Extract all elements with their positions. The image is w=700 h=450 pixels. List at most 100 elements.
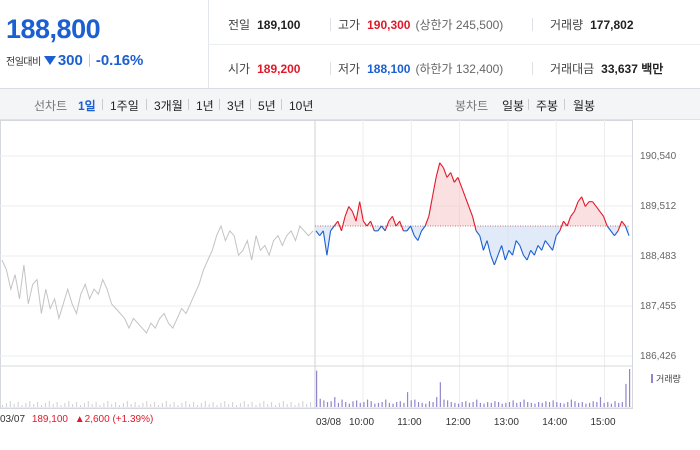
volume-bar xyxy=(494,401,496,407)
lower-limit: (하한가 132,400) xyxy=(415,62,504,76)
stat-label: 전일 xyxy=(228,18,251,32)
price-segment xyxy=(603,216,608,227)
area-fill xyxy=(548,226,553,251)
volume-bar xyxy=(388,402,390,407)
price-segment xyxy=(566,216,572,227)
price-segment xyxy=(537,245,543,251)
volume-bar xyxy=(366,399,369,407)
line-chart-label: 선차트 xyxy=(34,99,68,113)
price-segment xyxy=(319,230,324,237)
price-lines xyxy=(1,162,630,334)
volume-bar xyxy=(185,401,187,407)
volume-bar xyxy=(381,402,383,407)
volume-bar xyxy=(428,401,431,407)
area-fill xyxy=(465,196,469,227)
price-segment xyxy=(621,220,626,227)
divider xyxy=(102,99,103,110)
volume-bar xyxy=(9,401,11,407)
volume-bar xyxy=(41,405,42,407)
volume-bar xyxy=(68,401,70,407)
volume-bar xyxy=(348,403,350,407)
price-segment xyxy=(351,211,357,222)
price-segment xyxy=(523,254,528,261)
volume-bar xyxy=(610,403,613,407)
volume-bar xyxy=(247,404,249,407)
x-tick-label: 14:00 xyxy=(542,417,567,428)
volume-bar xyxy=(567,402,569,407)
volume-bar xyxy=(454,402,456,407)
volume-bar xyxy=(341,399,343,407)
volume-bar xyxy=(91,404,93,407)
period-tab-3m[interactable]: 3개월 xyxy=(154,99,183,113)
volume-bar xyxy=(450,402,452,407)
price-segment xyxy=(413,235,419,241)
area-fill xyxy=(574,201,579,227)
volume-bar xyxy=(33,404,35,407)
price-segment xyxy=(450,172,455,183)
candle-tab-weekly[interactable]: 주봉 xyxy=(536,99,559,113)
period-tab-10y[interactable]: 10년 xyxy=(289,99,314,113)
volume-bar xyxy=(115,402,117,407)
area-fill xyxy=(476,226,480,236)
price-segment xyxy=(399,220,404,232)
volume-bar xyxy=(228,404,230,407)
period-tab-3y[interactable]: 3년 xyxy=(227,99,245,113)
price-segment xyxy=(326,230,332,256)
volume-bar xyxy=(461,402,463,407)
divider xyxy=(250,99,251,110)
volume-bar xyxy=(359,402,361,407)
volume-bar xyxy=(126,401,128,407)
volume-bar xyxy=(259,403,261,407)
area-fill xyxy=(374,226,378,231)
volume-bar xyxy=(189,404,191,407)
period-tab-1d[interactable]: 1일 xyxy=(78,99,96,113)
price-segment xyxy=(464,196,470,207)
volume-bar xyxy=(298,403,300,407)
volume-bar xyxy=(585,403,587,407)
volume-bar xyxy=(417,402,420,407)
y-tick-label: 187,455 xyxy=(640,301,677,312)
price-segment xyxy=(595,206,601,212)
volume-bar xyxy=(282,401,284,407)
price-segment xyxy=(330,225,335,232)
price-segment xyxy=(461,186,466,198)
price-segment xyxy=(377,225,382,232)
volume-legend: 거래량 xyxy=(651,372,681,385)
price-segment xyxy=(333,220,339,227)
area-fill xyxy=(487,226,491,256)
area-fill xyxy=(494,226,498,265)
area-fill xyxy=(552,226,557,251)
candle-tab-monthly[interactable]: 월봉 xyxy=(573,99,596,113)
volume-bar xyxy=(556,402,558,407)
period-tab-5y[interactable]: 5년 xyxy=(258,99,276,113)
volume-bar xyxy=(629,369,631,407)
area-fill xyxy=(512,226,517,256)
volume-bar xyxy=(21,405,23,407)
volume-bar xyxy=(48,401,50,407)
price-segment xyxy=(370,220,375,232)
area-fill xyxy=(596,206,600,227)
volume-bar xyxy=(290,402,292,407)
price-segment xyxy=(570,211,575,217)
volume-bar xyxy=(83,403,85,407)
volume-bar xyxy=(111,404,113,407)
price-segment xyxy=(381,225,386,232)
volume-bar xyxy=(596,402,598,407)
period-tab-1w[interactable]: 1주일 xyxy=(110,99,139,113)
volume-bar xyxy=(310,402,312,407)
volume-bar xyxy=(392,403,394,407)
volume-bar xyxy=(326,402,329,407)
volume-bar xyxy=(570,399,572,407)
price-segment xyxy=(584,201,590,207)
x-tick-label: 15:00 xyxy=(591,417,616,428)
change-percent: -0.16% xyxy=(95,52,144,69)
volume-bar xyxy=(330,401,332,407)
y-tick-label: 188,483 xyxy=(640,251,677,262)
volume-bar xyxy=(25,403,27,407)
candle-tab-daily[interactable]: 일봉 xyxy=(502,99,525,113)
period-tab-1y[interactable]: 1년 xyxy=(196,99,214,113)
x-tick-label: 11:00 xyxy=(397,417,422,428)
price-summary: 188,800 전일대비 300 -0.16% xyxy=(0,0,209,88)
price-segment xyxy=(362,220,368,227)
area-fill xyxy=(457,177,462,227)
